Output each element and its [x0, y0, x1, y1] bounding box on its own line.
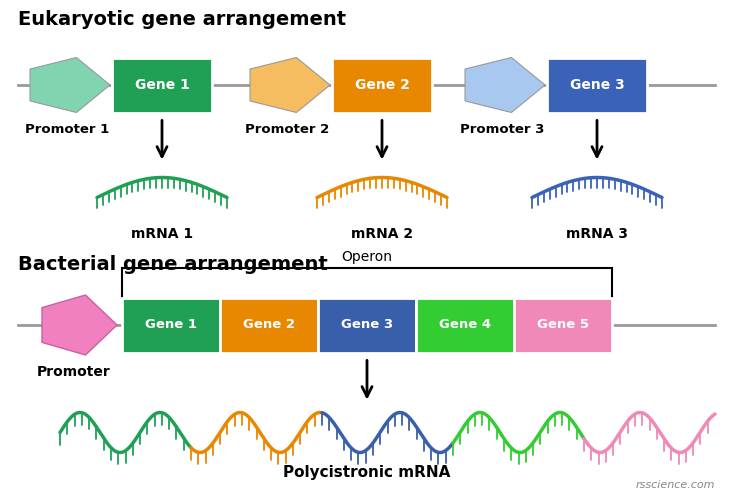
Text: Gene 3: Gene 3	[341, 318, 393, 332]
Polygon shape	[42, 295, 117, 355]
Text: Promoter: Promoter	[37, 365, 111, 379]
Text: mRNA 2: mRNA 2	[351, 228, 413, 241]
Text: rsscience.com: rsscience.com	[636, 480, 715, 490]
Text: Gene 5: Gene 5	[537, 318, 589, 332]
Text: Operon: Operon	[342, 250, 392, 264]
FancyBboxPatch shape	[547, 58, 647, 112]
Text: Gene 3: Gene 3	[570, 78, 625, 92]
Text: Eukaryotic gene arrangement: Eukaryotic gene arrangement	[18, 10, 346, 29]
Text: Gene 4: Gene 4	[439, 318, 491, 332]
Text: Gene 1: Gene 1	[135, 78, 189, 92]
Text: mRNA 3: mRNA 3	[566, 228, 628, 241]
FancyBboxPatch shape	[318, 298, 416, 352]
Polygon shape	[250, 58, 330, 112]
FancyBboxPatch shape	[416, 298, 514, 352]
Text: mRNA 1: mRNA 1	[131, 228, 193, 241]
FancyBboxPatch shape	[122, 298, 220, 352]
FancyBboxPatch shape	[112, 58, 212, 112]
Text: Gene 2: Gene 2	[355, 78, 410, 92]
Text: Promoter 2: Promoter 2	[245, 123, 329, 136]
FancyBboxPatch shape	[332, 58, 432, 112]
Polygon shape	[30, 58, 110, 112]
Text: Gene 1: Gene 1	[145, 318, 197, 332]
Text: Promoter 3: Promoter 3	[460, 123, 545, 136]
Text: Bacterial gene arrangement: Bacterial gene arrangement	[18, 255, 328, 274]
FancyBboxPatch shape	[220, 298, 318, 352]
Polygon shape	[465, 58, 545, 112]
FancyBboxPatch shape	[514, 298, 612, 352]
Text: Polycistronic mRNA: Polycistronic mRNA	[284, 464, 451, 479]
Text: Gene 2: Gene 2	[243, 318, 295, 332]
Text: Promoter 1: Promoter 1	[25, 123, 109, 136]
